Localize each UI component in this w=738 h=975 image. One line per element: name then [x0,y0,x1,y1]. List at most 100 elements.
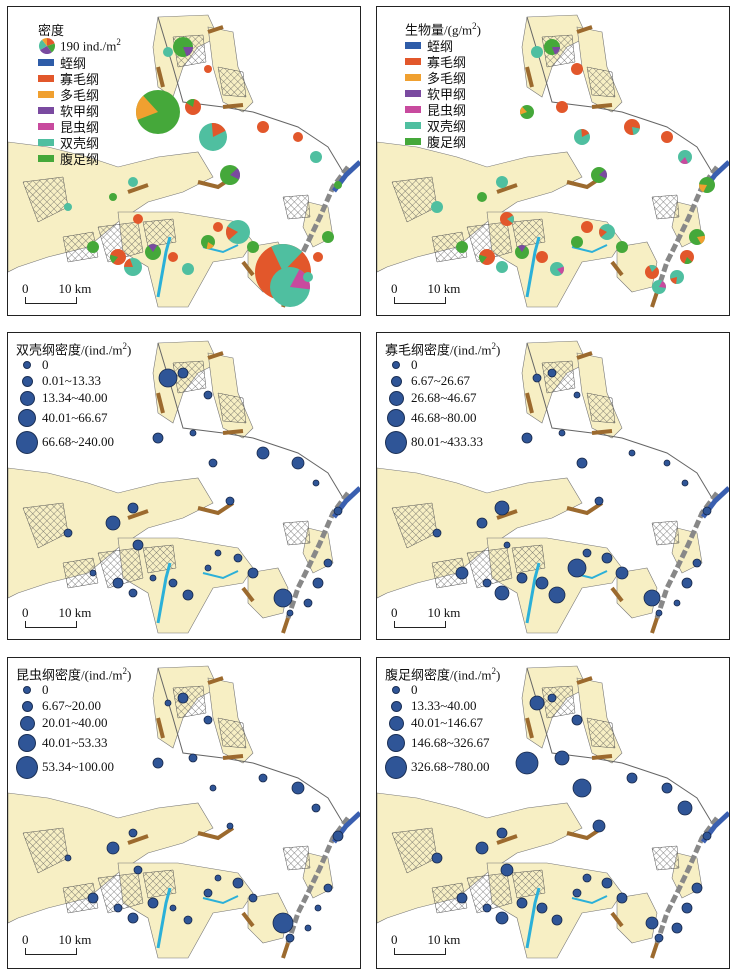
site-pie [163,47,173,57]
legend-gastropoda: 腹足纲密度/(ind./m2) 0 13.33~40.00 40.01~146.67… [385,664,500,780]
scale-zero: 0 [391,281,398,296]
legend-pie-reference: 190 ind./m2 [38,37,121,55]
site-circle [312,479,320,487]
shoreline-brown [222,103,244,109]
size-list-p4: 0 6.67~26.67 26.68~46.67 46.68~80.00 80.01~4… [385,357,500,455]
legend-size-item: 6.67~20.00 [16,698,131,714]
site-circle [332,830,344,842]
site-circle [529,695,545,711]
site-circle [681,902,693,914]
site-circle [494,585,510,601]
shoreline-rocky [285,491,350,619]
scale-line [25,948,77,955]
legend-size-item: 80.01~433.33 [385,429,500,455]
legend-label: 软甲纲 [427,86,467,102]
site-circle [152,432,164,444]
pie-slice [649,265,657,272]
urban-patch [282,194,311,220]
land-patch [377,141,583,273]
legend-title: 密度 [38,23,65,38]
legend-item: 多毛纲 [38,86,121,103]
site-circle [112,577,124,589]
legend-item: 腹足纲 [405,133,481,150]
river [525,236,541,298]
site-circle [164,699,172,707]
site-circle [455,566,469,580]
legend-size-item: 146.68~326.67 [385,732,500,754]
size-range-label: 40.01~66.67 [42,410,108,426]
urban-patch [282,520,311,546]
site-circle [203,390,213,400]
site-circle [482,903,492,913]
size-circle-icon [16,686,38,695]
site-circle [536,902,548,914]
legend-size-item: 40.01~146.67 [385,714,500,732]
legend-item: 寡毛纲 [405,53,481,70]
map-insecta [8,665,360,959]
river [571,895,608,905]
site-circle [692,558,702,568]
land-patch [8,141,214,273]
pie-slice [148,244,158,252]
pie-slice [632,127,640,135]
site-circle [147,897,159,909]
site-circle [333,506,343,516]
shoreline-brown [496,834,518,845]
site-circle [558,429,566,437]
site-pie [496,176,508,188]
urban-patch [217,66,247,98]
urban-patch [217,392,247,424]
shoreline-brown [525,717,534,739]
site-circle [681,577,693,589]
site-circle [601,552,613,564]
site-circle [500,863,514,877]
scale-line [394,621,446,628]
shoreline-brown [241,586,255,603]
site-circle [177,367,189,379]
legend-size-item: 0 [385,357,500,373]
size-circle-icon [385,734,407,753]
shoreline-brown [591,103,613,109]
shoreline-brown [156,392,165,414]
legend-item: 寡毛纲 [38,70,121,87]
size-list-p3: 0 0.01~13.33 13.34~40.00 40.01~66.67 66.68~2… [16,357,131,455]
site-circle [285,933,295,943]
river [156,887,172,949]
legend-label: 蛭纲 [427,38,454,54]
urban-patch [62,882,99,914]
panel-density-pie: 密度 190 ind./m2 蛭纲 寡毛纲 多毛纲 软甲纲 昆虫纲 双壳纲 腹足纲 0 10 … [7,6,361,316]
site-pie [531,46,543,58]
size-range-label: 326.68~780.00 [411,759,490,775]
urban-patch [511,218,546,248]
size-range-label: 40.01~146.67 [411,715,484,731]
site-circle [515,751,539,775]
site-circle [702,831,712,841]
site-circle [225,496,235,506]
urban-patch [142,218,177,248]
urban-patch [466,221,513,263]
legend-item: 双壳纲 [405,117,481,134]
site-circle [594,496,604,506]
site-circle [673,599,681,607]
site-circle [573,391,581,399]
legend-size-item: 46.68~80.00 [385,407,500,429]
shoreline-brown [222,429,244,435]
urban-patch [511,869,546,899]
size-circle-icon [16,409,38,428]
shoreline-brown [566,501,604,516]
site-pie [581,221,593,233]
legend-item: 昆虫纲 [405,101,481,118]
shoreline-brown [207,25,224,34]
pie-slice [183,47,193,57]
site-circle [532,373,542,383]
legend-swatch [405,121,421,129]
coastline [157,16,344,173]
pie-slice [226,226,238,240]
site-circle [127,912,139,924]
size-range-label: 46.68~80.00 [411,410,477,426]
site-circle [158,368,178,388]
urban-patch [541,360,576,394]
site-circle [233,553,243,563]
pie-slice [670,277,677,284]
shoreline-brown [591,429,613,435]
